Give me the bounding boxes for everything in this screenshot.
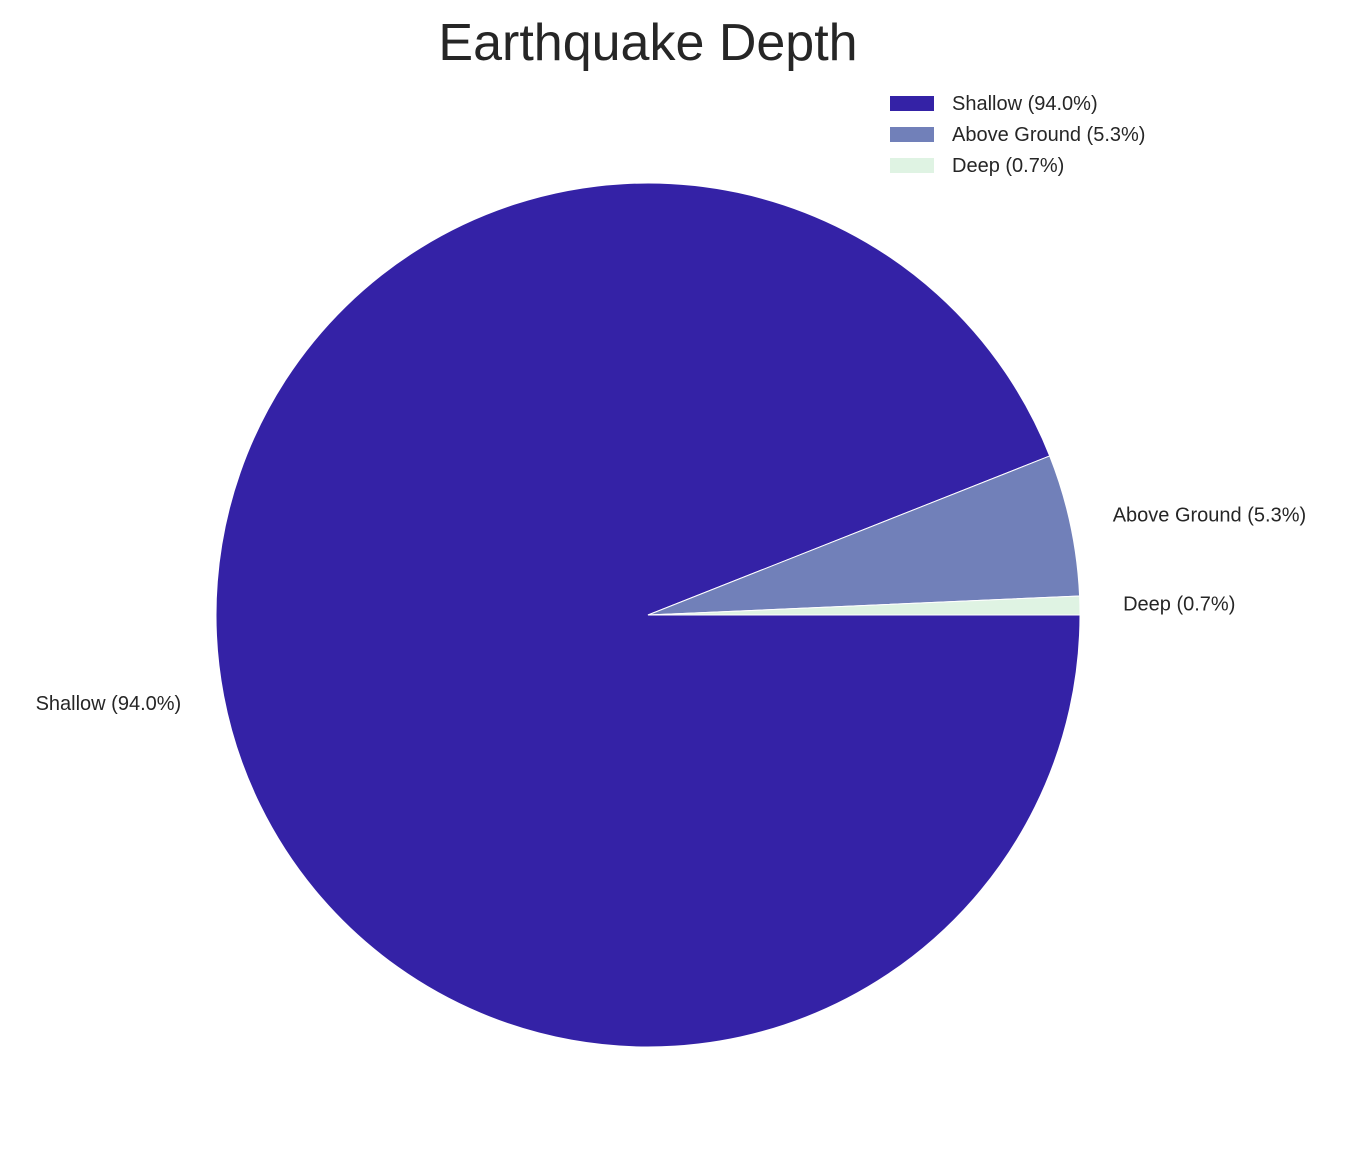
slice-label-shallow: Shallow (94.0%) [36,693,182,715]
pie-slice-deep [647,595,1081,616]
slice-label-above-ground: Above Ground (5.3%) [1113,505,1306,527]
legend-label-deep: Deep (0.7%) [952,155,1064,177]
legend: Shallow (94.0%) Above Ground (5.3%) Deep (… [890,93,1145,177]
legend-swatch-shallow [890,96,934,111]
pie-slices [215,182,1081,1048]
legend-label-above-ground: Above Ground (5.3%) [952,124,1145,146]
pie-slice-labels: Shallow (94.0%) Above Ground (5.3%) Deep (… [36,505,1307,715]
slice-label-deep: Deep (0.7%) [1123,594,1235,616]
legend-label-shallow: Shallow (94.0%) [952,93,1098,115]
legend-swatch-above-ground [890,127,934,142]
chart-title: Earthquake Depth [438,14,857,72]
pie-slice-above-ground [647,455,1081,616]
legend-swatch-deep [890,158,934,173]
